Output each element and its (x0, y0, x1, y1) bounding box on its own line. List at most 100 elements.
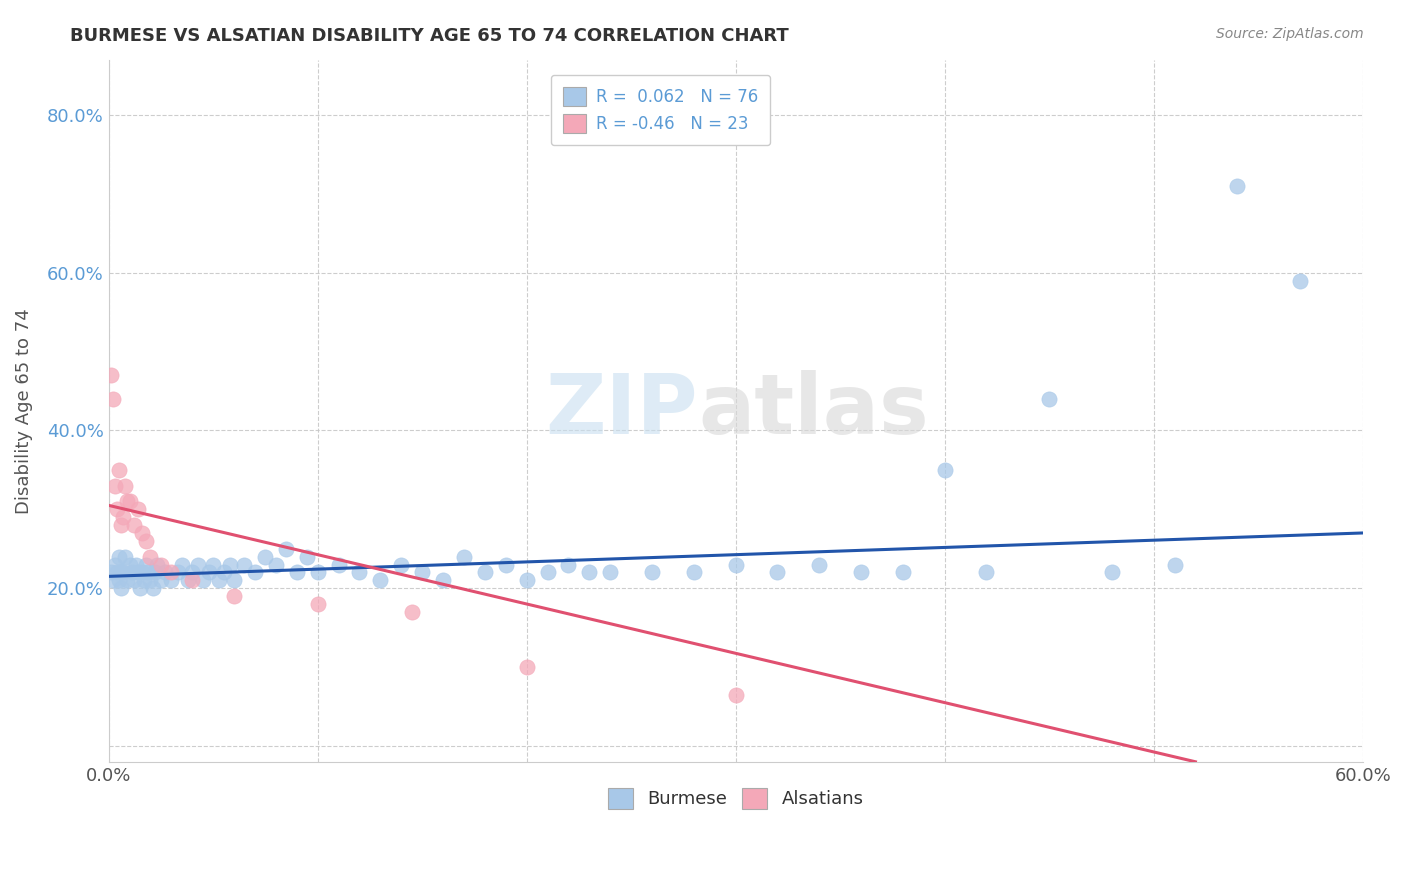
Point (849, 566, 872, 580)
Point (101, 392, 124, 406)
Point (401, 605, 423, 619)
Point (724, 688, 747, 702)
Point (181, 574, 204, 588)
Point (976, 566, 998, 580)
Point (118, 494, 141, 508)
Point (114, 549, 136, 564)
Point (222, 574, 245, 588)
Point (432, 574, 454, 588)
Point (108, 463, 131, 477)
Point (349, 566, 371, 580)
Point (516, 660, 538, 674)
Point (134, 574, 156, 588)
Point (129, 581, 152, 595)
Point (139, 574, 162, 588)
Point (143, 566, 166, 580)
Point (104, 558, 127, 572)
Point (122, 574, 145, 588)
Point (370, 574, 392, 588)
Point (131, 566, 153, 580)
Point (254, 549, 277, 564)
Point (122, 518, 145, 533)
Point (1038, 392, 1060, 406)
Text: atlas: atlas (697, 370, 929, 451)
Point (145, 558, 167, 572)
Text: BURMESE VS ALSATIAN DISABILITY AGE 65 TO 74 CORRELATION CHART: BURMESE VS ALSATIAN DISABILITY AGE 65 TO… (70, 27, 789, 45)
Point (599, 566, 621, 580)
Point (307, 566, 329, 580)
Point (114, 478, 136, 492)
Point (307, 597, 329, 611)
Point (108, 549, 131, 564)
Point (139, 549, 162, 564)
Point (682, 566, 704, 580)
Point (222, 589, 245, 603)
Point (724, 558, 747, 572)
Point (191, 574, 214, 588)
Point (170, 558, 193, 572)
Point (516, 574, 538, 588)
Point (121, 566, 143, 580)
Point (177, 574, 200, 588)
Point (112, 566, 135, 580)
Point (100, 368, 122, 383)
Point (285, 566, 308, 580)
Point (808, 558, 831, 572)
Point (295, 549, 318, 564)
Point (891, 566, 914, 580)
Point (578, 566, 600, 580)
Point (153, 566, 176, 580)
Point (135, 558, 157, 572)
Point (934, 463, 956, 477)
Point (135, 533, 157, 548)
Point (112, 510, 135, 524)
Point (118, 558, 141, 572)
Point (138, 566, 160, 580)
Y-axis label: Disability Age 65 to 74: Disability Age 65 to 74 (15, 308, 32, 514)
Point (110, 566, 132, 580)
Point (105, 502, 128, 516)
Point (127, 502, 149, 516)
Legend: Burmese, Alsatians: Burmese, Alsatians (600, 780, 870, 816)
Point (198, 566, 221, 580)
Text: ZIP: ZIP (546, 370, 697, 451)
Point (495, 558, 517, 572)
Point (264, 558, 287, 572)
Point (243, 566, 266, 580)
Point (212, 566, 235, 580)
Point (110, 518, 132, 533)
Point (411, 566, 433, 580)
Point (453, 549, 475, 564)
Point (105, 566, 128, 580)
Text: Source: ZipAtlas.com: Source: ZipAtlas.com (1216, 27, 1364, 41)
Point (160, 574, 183, 588)
Point (166, 566, 188, 580)
Point (104, 478, 127, 492)
Point (1226, 178, 1249, 193)
Point (149, 574, 172, 588)
Point (131, 526, 153, 541)
Point (474, 566, 496, 580)
Point (202, 558, 225, 572)
Point (110, 581, 132, 595)
Point (187, 558, 209, 572)
Point (160, 566, 183, 580)
Point (208, 574, 231, 588)
Point (641, 566, 664, 580)
Point (1289, 273, 1312, 287)
Point (141, 581, 163, 595)
Point (1163, 558, 1185, 572)
Point (100, 566, 122, 580)
Point (117, 574, 139, 588)
Point (218, 558, 240, 572)
Point (117, 494, 139, 508)
Point (389, 558, 412, 572)
Point (127, 566, 149, 580)
Point (276, 541, 298, 556)
Point (328, 558, 350, 572)
Point (149, 558, 172, 572)
Point (536, 566, 558, 580)
Point (557, 558, 579, 572)
Point (233, 558, 256, 572)
Point (766, 566, 789, 580)
